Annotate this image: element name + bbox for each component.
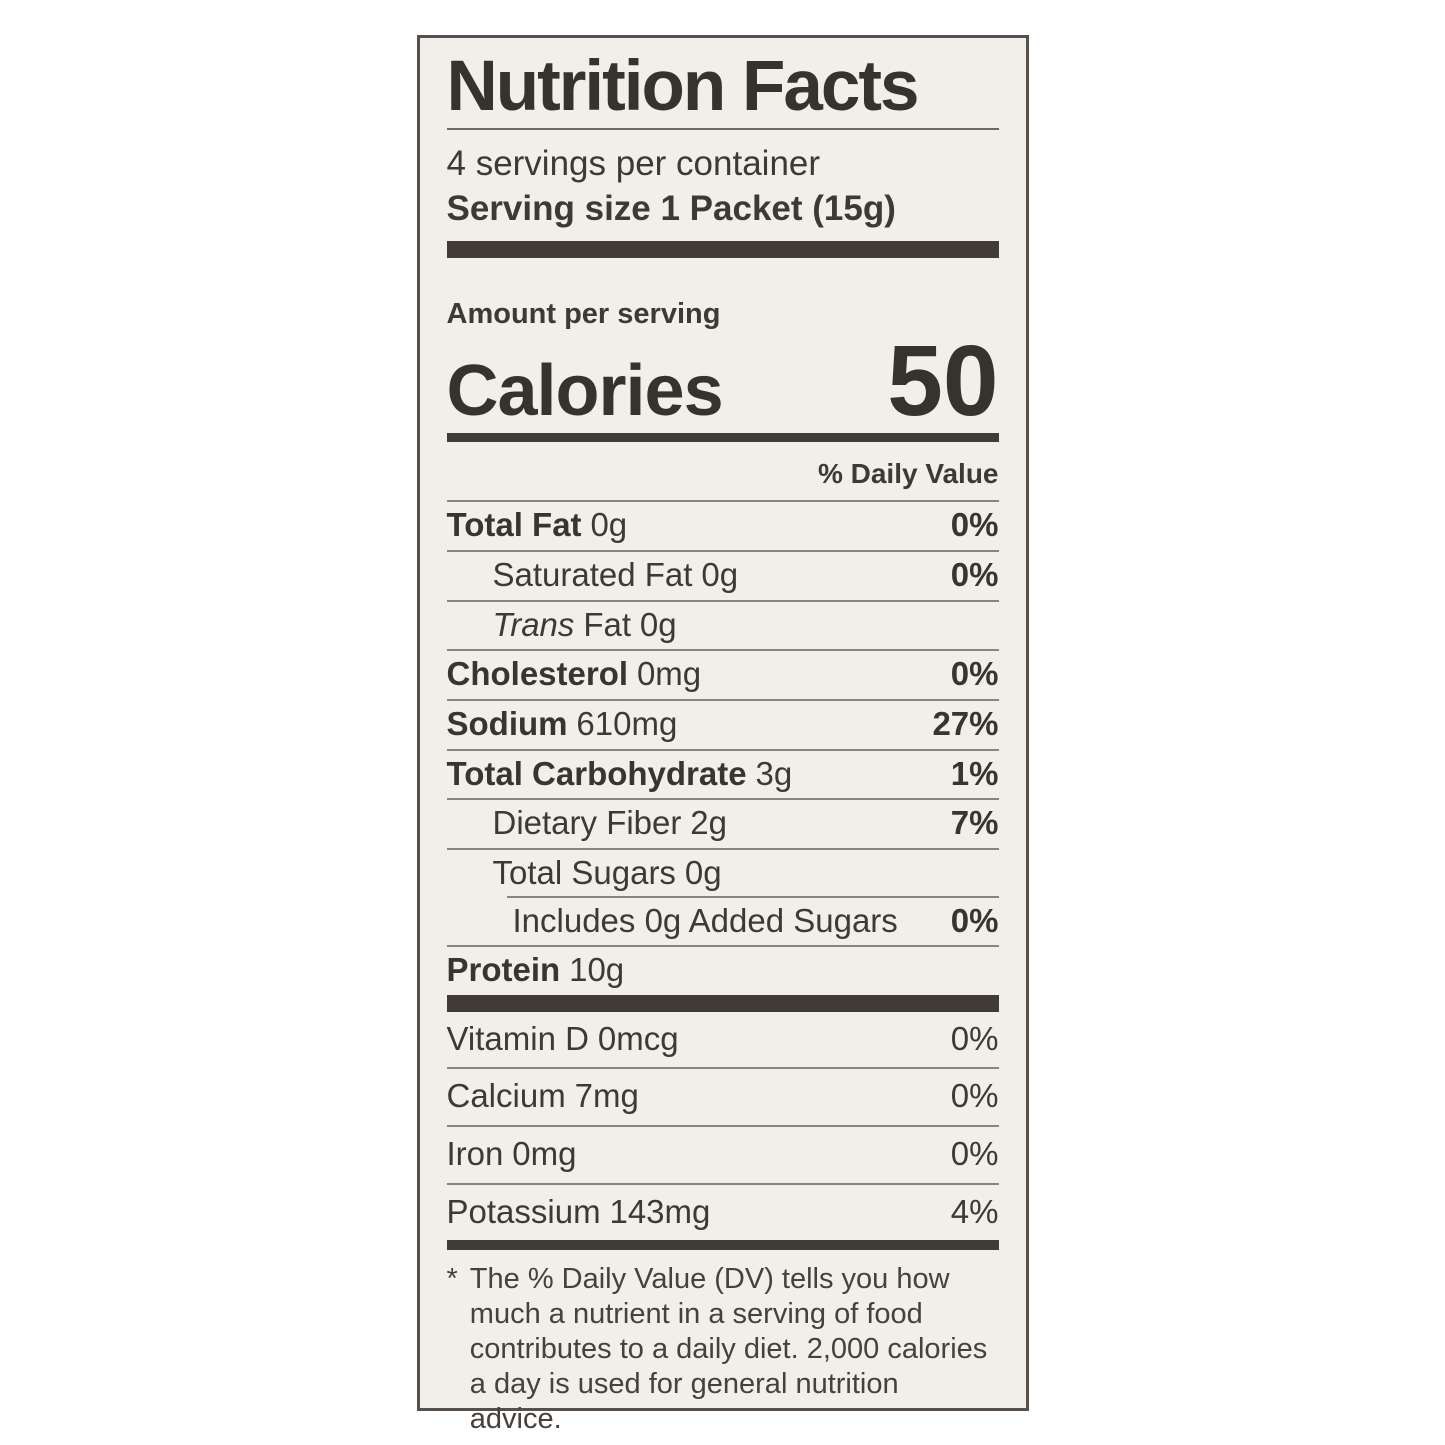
nutrient-name: Sodium 610mg: [446, 704, 678, 742]
nutrient-row-added-sugars: Includes 0g Added Sugars 0%: [446, 898, 999, 948]
nutrient-row-total-carbohydrate: Total Carbohydrate 3g 1%: [446, 751, 999, 801]
thick-rule-top: [446, 241, 999, 259]
nutrient-name: Potassium 143mg: [446, 1192, 711, 1230]
nutrient-name: Includes 0g Added Sugars: [512, 901, 898, 939]
nutrient-name: Cholesterol 0mg: [446, 655, 702, 693]
nutrition-facts-label: Nutrition Facts 4 servings per container…: [416, 34, 1029, 1435]
nutrient-row-saturated-fat: Saturated Fat 0g 0%: [446, 552, 999, 602]
label-title: Nutrition Facts: [446, 46, 920, 126]
micronutrient-row-iron: Iron 0mg 0%: [446, 1127, 999, 1185]
nutrient-name: Total Fat 0g: [446, 506, 628, 544]
daily-value-percent: 27%: [932, 704, 999, 742]
nutrient-row-sodium: Sodium 610mg 27%: [446, 701, 999, 751]
nutrient-row-trans-fat: Trans Fat 0g: [446, 602, 999, 652]
nutrient-name: Total Carbohydrate 3g: [446, 754, 793, 792]
nutrient-name: Protein 10g: [446, 951, 625, 989]
nutrient-row-dietary-fiber: Dietary Fiber 2g 7%: [446, 800, 999, 850]
thick-rule-protein: [446, 994, 999, 1012]
daily-value-percent: 0%: [950, 1019, 999, 1057]
nutrient-name: Total Sugars 0g: [492, 853, 722, 891]
nutrient-name: Saturated Fat 0g: [492, 556, 739, 594]
daily-value-percent: 0%: [950, 901, 999, 939]
calories-row: Calories 50: [447, 325, 999, 438]
medium-rule-calories: [446, 433, 999, 443]
daily-value-percent: 0%: [950, 1135, 999, 1173]
nutrient-name: Trans Fat 0g: [492, 605, 677, 643]
daily-value-percent: 7%: [950, 804, 999, 842]
daily-value-percent: 4%: [950, 1192, 999, 1230]
calories-value: 50: [887, 325, 999, 438]
nutrient-row-protein: Protein 10g: [447, 947, 999, 995]
daily-value-percent: 0%: [950, 506, 999, 544]
servings-per-container: 4 servings per container: [446, 144, 821, 184]
daily-value-percent: 0%: [950, 1077, 999, 1115]
nutrient-name: Vitamin D 0mcg: [446, 1019, 679, 1057]
serving-size: Serving size 1 Packet (15g): [446, 189, 896, 229]
amount-per-serving-label: Amount per serving: [446, 298, 721, 331]
daily-value-percent: 1%: [950, 754, 999, 792]
daily-value-percent: 0%: [950, 655, 999, 693]
daily-value-footnote: * The % Daily Value (DV) tells you how m…: [447, 1250, 999, 1437]
footnote-text: The % Daily Value (DV) tells you how muc…: [469, 1263, 988, 1436]
title-divider: [446, 128, 999, 131]
daily-value-header: % Daily Value: [446, 442, 999, 503]
micronutrient-row-calcium: Calcium 7mg 0%: [446, 1069, 999, 1128]
nutrient-row-total-fat: Total Fat 0g 0%: [446, 502, 999, 553]
footnote-asterisk: *: [446, 1263, 458, 1296]
nutrient-row-total-sugars: Total Sugars 0g: [447, 850, 999, 898]
nutrient-row-cholesterol: Cholesterol 0mg 0%: [446, 651, 999, 701]
micronutrient-row-vitamin-d: Vitamin D 0mcg 0%: [446, 1012, 999, 1070]
medium-rule-bottom: [446, 1240, 999, 1251]
calories-label: Calories: [446, 351, 724, 432]
nutrient-name: Iron 0mg: [446, 1135, 577, 1173]
daily-value-percent: 0%: [950, 556, 999, 594]
nutrient-name: Calcium 7mg: [446, 1077, 639, 1115]
micronutrient-row-potassium: Potassium 143mg 4%: [447, 1185, 999, 1241]
nutrient-name: Dietary Fiber 2g: [492, 804, 728, 842]
